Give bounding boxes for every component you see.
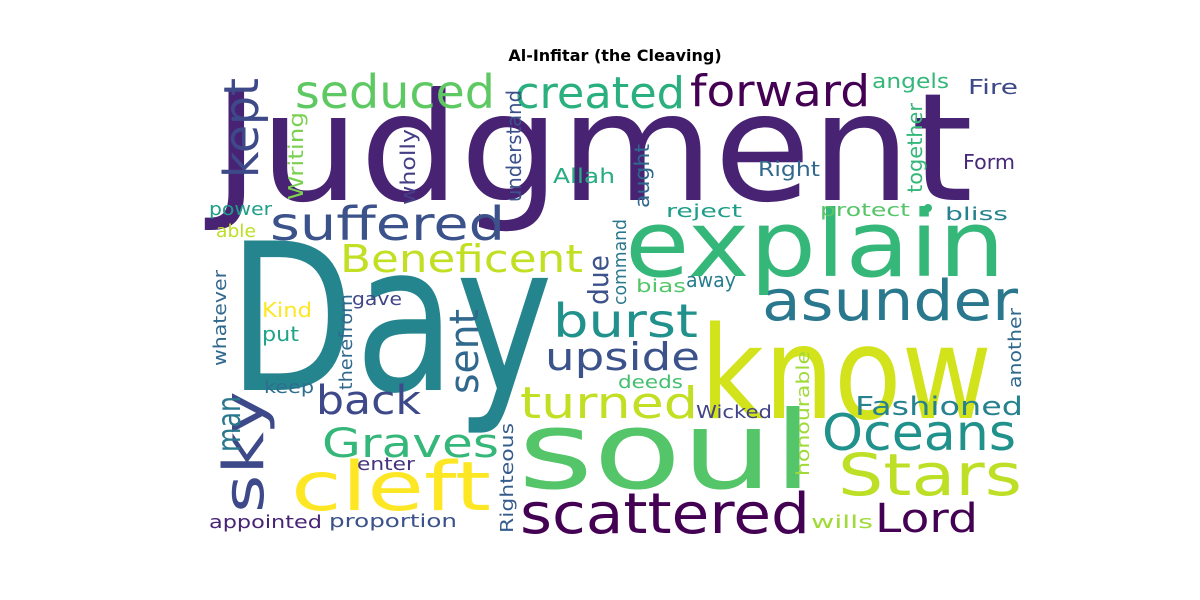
word-bias: bias bbox=[636, 276, 686, 297]
word-sky: sky bbox=[212, 391, 277, 513]
word-aught: aught bbox=[630, 144, 654, 208]
word-created: created bbox=[515, 68, 685, 119]
word-beneficent: Beneficent bbox=[340, 237, 583, 281]
word-upside: upside bbox=[545, 335, 700, 379]
word-sent: sent bbox=[442, 309, 488, 394]
word-explain: explain bbox=[625, 191, 1005, 298]
word-form: Form bbox=[963, 150, 1015, 174]
word-fashioned: Fashioned bbox=[855, 392, 1023, 422]
word-allah: Allah bbox=[553, 164, 615, 188]
word-back: back bbox=[316, 378, 422, 424]
word-know: know bbox=[700, 300, 992, 449]
word-therefrom: therefrom bbox=[336, 294, 357, 390]
word-kept: kept bbox=[214, 78, 270, 178]
word-fire: Fire bbox=[968, 75, 1018, 99]
word-judgment: Judgment bbox=[205, 62, 973, 236]
word-deeds: deeds bbox=[618, 372, 683, 393]
word-command: command bbox=[610, 219, 631, 305]
word-honourable: honourable bbox=[793, 351, 814, 476]
word-seduced: seduced bbox=[295, 65, 495, 119]
word-another: another bbox=[1005, 307, 1026, 388]
word-graves: Graves bbox=[322, 421, 499, 467]
word-wills: wills bbox=[811, 512, 873, 533]
dot-mark bbox=[924, 204, 932, 212]
word-soul: soul bbox=[518, 389, 813, 514]
word-scattered: scattered bbox=[520, 482, 810, 547]
word-enter: enter bbox=[357, 454, 416, 475]
word-writing: Writing bbox=[284, 112, 308, 200]
word-suffered: suffered bbox=[270, 197, 505, 251]
word-away: away bbox=[686, 268, 736, 292]
word-together: together bbox=[903, 102, 927, 193]
word-asunder: asunder bbox=[762, 269, 1019, 334]
word-gave: gave bbox=[352, 289, 402, 310]
word-kind: Kind bbox=[262, 298, 312, 322]
word-angels: angels bbox=[872, 69, 949, 93]
word-reject: reject bbox=[666, 201, 742, 222]
word-oceans: Oceans bbox=[822, 404, 1016, 462]
word-day: Day bbox=[228, 201, 553, 439]
word-whatever: whatever bbox=[210, 269, 231, 366]
word-burst: burst bbox=[553, 294, 698, 348]
word-power: power bbox=[209, 199, 273, 220]
word-wicked: Wicked bbox=[696, 402, 772, 423]
word-due: due bbox=[582, 255, 615, 305]
word-righteous: Righteous bbox=[497, 423, 518, 533]
word-turned: turned bbox=[520, 378, 698, 429]
word-lord: Lord bbox=[875, 496, 978, 542]
word-cleft: cleft bbox=[291, 448, 491, 527]
word-forward: forward bbox=[690, 66, 870, 117]
word-stars: Stars bbox=[838, 441, 1022, 509]
word-able: able bbox=[216, 221, 256, 242]
word-keep: keep bbox=[264, 377, 314, 398]
word-put: put bbox=[262, 322, 299, 346]
word-wholly: wholly bbox=[396, 129, 420, 205]
word-man: man bbox=[210, 396, 248, 452]
word-appointed: appointed bbox=[209, 512, 322, 533]
word-understand: understand bbox=[502, 90, 526, 202]
word-proportion: proportion bbox=[329, 511, 457, 532]
word-bliss: bliss bbox=[945, 204, 1008, 225]
word-protect: protect bbox=[820, 200, 910, 221]
word-right: Right bbox=[758, 157, 820, 181]
figure-title: Al-Infitar (the Cleaving) bbox=[508, 46, 722, 65]
